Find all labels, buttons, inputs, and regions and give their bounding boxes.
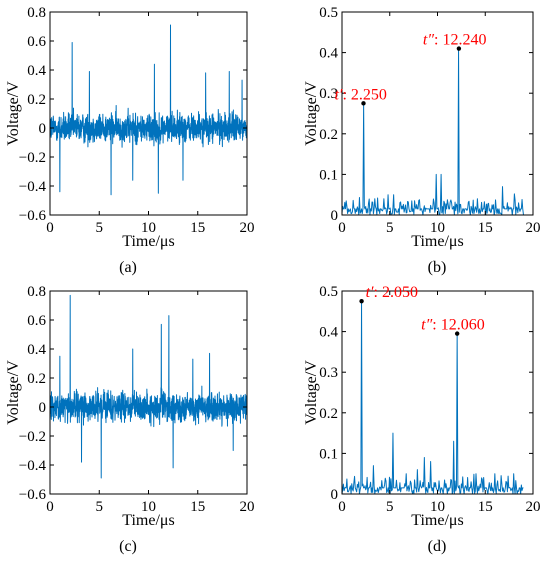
y-tick-label: 0 bbox=[39, 121, 47, 137]
plot-frame bbox=[49, 11, 248, 216]
y-tick-label: 0.1 bbox=[319, 446, 338, 462]
peak-annotation: t″: 12.060 bbox=[421, 317, 485, 334]
x-tick-label: 20 bbox=[526, 499, 541, 515]
y-tick-label: 0.2 bbox=[319, 406, 338, 422]
panel-label: (d) bbox=[428, 538, 447, 555]
x-tick-label: 5 bbox=[96, 499, 104, 515]
y-tick-label: 0.4 bbox=[27, 63, 46, 79]
panel-label: (b) bbox=[428, 259, 447, 276]
x-tick-label: 5 bbox=[386, 220, 394, 236]
y-tick-label: −0.6 bbox=[19, 487, 47, 503]
x-tick-label: 10 bbox=[430, 220, 445, 236]
panel-d: 0 5 10 15 20 0 0.1 0.2 0.3 0.4 0.5 Time/μs Voltage/V… bbox=[303, 284, 541, 555]
annotation-variable: t′ bbox=[334, 86, 342, 103]
y-axis-label: Voltage/V bbox=[5, 81, 22, 146]
x-tick-label: 15 bbox=[190, 220, 205, 236]
peak-marker bbox=[361, 101, 366, 106]
x-axis-label: Time/μs bbox=[122, 512, 174, 529]
peak-marker bbox=[456, 46, 462, 51]
x-tick-label: 5 bbox=[386, 499, 394, 515]
y-tick-label: 0.1 bbox=[319, 167, 338, 183]
x-tick-label: 20 bbox=[240, 220, 255, 236]
x-tick-label: 15 bbox=[478, 220, 493, 236]
y-tick-label: 0.3 bbox=[319, 86, 338, 102]
y-tick-label: 0.2 bbox=[319, 127, 338, 143]
x-tick-label: 0 bbox=[46, 220, 54, 236]
y-tick-label: 0.2 bbox=[27, 371, 46, 387]
series-line bbox=[342, 300, 524, 494]
x-tick-label: 15 bbox=[190, 499, 205, 515]
y-tick-label: 0.6 bbox=[27, 34, 46, 50]
panel-b: 0 5 10 15 20 0 0.1 0.2 0.3 0.4 0.5 Time/μs Voltage/V… bbox=[303, 5, 541, 276]
y-tick-label: 0 bbox=[39, 400, 47, 416]
x-tick-label: 0 bbox=[338, 220, 346, 236]
series-line bbox=[50, 24, 247, 196]
x-tick-label: 10 bbox=[141, 499, 156, 515]
series-line bbox=[50, 294, 247, 479]
x-tick-label: 5 bbox=[96, 220, 104, 236]
x-tick-label: 20 bbox=[240, 499, 255, 515]
annotation-value: : 12.060 bbox=[432, 317, 484, 334]
y-tick-label: 0.5 bbox=[319, 284, 338, 300]
y-tick-label: −0.6 bbox=[19, 208, 47, 224]
panel-label: (c) bbox=[119, 538, 137, 555]
annotation-variable: t″ bbox=[423, 32, 434, 49]
y-tick-label: 0.8 bbox=[27, 5, 46, 21]
peak-annotation: t′: 2.250 bbox=[334, 86, 386, 103]
y-tick-label: 0.4 bbox=[27, 342, 46, 358]
annotation-value: : 2.050 bbox=[374, 284, 418, 301]
panel-c: 0 5 10 15 20 −0.6 −0.4 −0.2 0 0.2 0.4 0.6 0.8 Time/μs… bbox=[5, 284, 255, 555]
x-tick-label: 10 bbox=[141, 220, 156, 236]
peak-marker bbox=[454, 331, 460, 336]
x-axis-label: Time/μs bbox=[411, 512, 463, 529]
series-line bbox=[342, 48, 524, 215]
y-axis-label: Voltage/V bbox=[303, 81, 320, 146]
y-tick-label: −0.2 bbox=[19, 429, 46, 445]
peak-annotation: t″: 12.240 bbox=[423, 32, 487, 49]
x-tick-label: 0 bbox=[46, 499, 54, 515]
annotation-value: : 12.240 bbox=[434, 32, 486, 49]
x-axis-label: Time/μs bbox=[411, 233, 463, 250]
y-axis-label: Voltage/V bbox=[5, 360, 22, 425]
annotation-variable: t″ bbox=[421, 317, 432, 334]
plot-frame bbox=[49, 290, 248, 495]
y-tick-label: 0.4 bbox=[319, 46, 338, 62]
y-tick-label: 0.3 bbox=[319, 365, 338, 381]
y-tick-label: 0.2 bbox=[27, 92, 46, 108]
x-tick-label: 20 bbox=[526, 220, 541, 236]
y-tick-label: 0 bbox=[331, 208, 339, 224]
y-tick-label: 0.6 bbox=[27, 313, 46, 329]
y-tick-label: 0.8 bbox=[27, 284, 46, 300]
panel-label: (a) bbox=[119, 259, 137, 276]
y-tick-label: −0.2 bbox=[19, 150, 46, 166]
y-tick-label: 0.5 bbox=[319, 5, 338, 21]
panel-a: 0 5 10 15 20 −0.6 −0.4 −0.2 0 0.2 0.4 0.6 0.8 Time/μs… bbox=[5, 5, 255, 276]
x-tick-label: 0 bbox=[338, 499, 346, 515]
y-tick-label: 0.4 bbox=[319, 325, 338, 341]
x-tick-label: 15 bbox=[478, 499, 493, 515]
y-tick-label: −0.4 bbox=[19, 458, 47, 474]
x-tick-label: 10 bbox=[430, 499, 445, 515]
annotation-value: : 2.250 bbox=[342, 86, 386, 103]
peak-annotation: t′: 2.050 bbox=[366, 284, 418, 301]
peak-marker bbox=[359, 298, 364, 304]
y-tick-label: −0.4 bbox=[19, 179, 47, 195]
y-tick-label: 0 bbox=[331, 487, 339, 503]
annotation-variable: t′ bbox=[366, 284, 374, 301]
x-axis-label: Time/μs bbox=[122, 233, 174, 250]
y-axis-label: Voltage/V bbox=[303, 360, 320, 425]
